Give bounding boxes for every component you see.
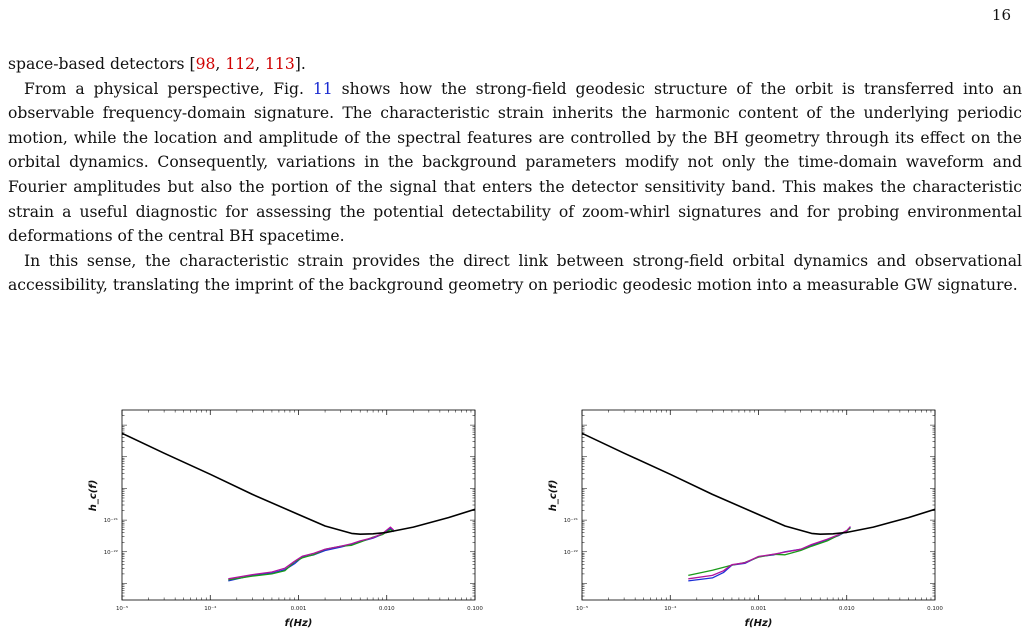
x-tick-label: 0.001 [291,606,307,612]
text-run: shows how the strong-field geodesic stru… [8,79,1022,246]
x-tick-label: 0.010 [839,606,855,612]
text-run: ]. [294,55,306,73]
figure-link[interactable]: 11 [312,79,333,98]
citation-link[interactable]: 112 [225,55,256,73]
body-text: space-based detectors [98, 112, 113]. Fr… [8,52,1022,298]
x-tick-label: 0.100 [927,606,943,612]
plot-frame [581,409,936,601]
sensitivity-curve [122,432,475,535]
text-run: , [255,55,266,73]
text-run: In this sense, the characteristic strain… [8,251,1022,295]
strain-plot-left: 10⁻⁵ 10⁻⁴ 0.001 0.010 0.100 10⁻²¹ 10⁻²² f(Hz) h_… [88,409,483,629]
paragraph: From a physical perspective, Fig. 11 sho… [8,77,1022,249]
strain-series-2 [688,526,851,580]
y-tick-label: 10⁻²¹ [564,517,578,524]
x-tick-label: 10⁻⁵ [116,605,128,612]
strain-plot-right: 10⁻⁵ 10⁻⁴ 0.001 0.010 0.100 10⁻²¹ 10⁻²² f(Hz) h_… [548,409,943,629]
paragraph: In this sense, the characteristic strain… [8,249,1022,298]
sensitivity-curve [582,432,935,535]
paragraph: space-based detectors [98, 112, 113]. [8,52,1022,77]
strain-series-1 [228,528,395,581]
x-tick-label: 0.010 [379,606,395,612]
strain-series-2 [228,526,395,580]
x-tick-label: 10⁻⁴ [204,605,217,612]
citation-link[interactable]: 98 [195,55,216,73]
strain-series-0 [688,526,851,582]
x-tick-label: 10⁻⁵ [576,605,588,612]
x-axis-label: f(Hz) [285,618,313,629]
citation-link[interactable]: 113 [265,55,295,73]
y-axis-label: h_c(f) [548,480,559,512]
text-run: , [215,55,226,73]
strain-series-1 [688,527,851,577]
page-number: 16 [991,6,1011,24]
text-run: space-based detectors [ [8,55,196,73]
y-axis-label: h_c(f) [88,480,99,512]
text-run: From a physical perspective, Fig. [24,79,313,98]
plot-frame [121,409,476,601]
x-axis-label: f(Hz) [745,618,773,629]
y-tick-label: 10⁻²² [564,549,578,556]
x-tick-label: 0.001 [751,606,767,612]
x-tick-label: 0.100 [467,606,483,612]
y-tick-label: 10⁻²¹ [104,517,118,524]
y-tick-label: 10⁻²² [104,549,118,556]
x-tick-label: 10⁻⁴ [664,605,677,612]
